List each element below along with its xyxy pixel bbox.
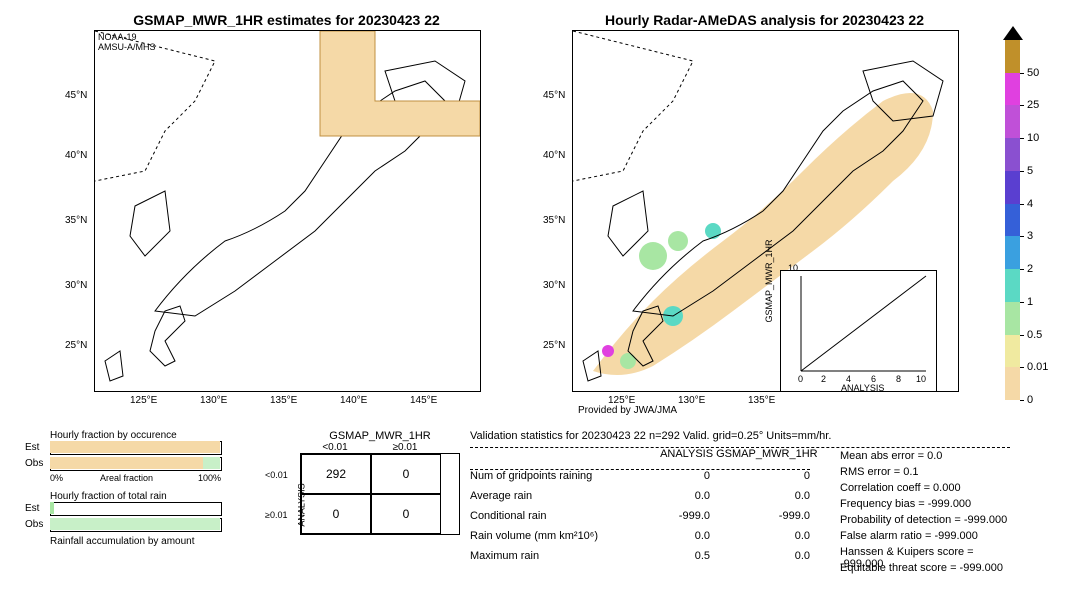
right-map-title: Hourly Radar-AMeDAS analysis for 2023042…: [572, 12, 957, 28]
colorbar: 00.010.512345102550: [1005, 40, 1060, 420]
scatter-inset: ANALYSIS GSMAP_MWR_1HR 0 2 4 6 8 10 10: [780, 270, 937, 392]
confusion-matrix: GSMAP_MWR_1HR <0.01 ≥0.01 292 0 0 0 ANAL…: [300, 430, 460, 535]
left-map: [94, 30, 481, 392]
left-map-title: GSMAP_MWR_1HR estimates for 20230423 22: [94, 12, 479, 28]
provided-label: Provided by JWA/JMA: [578, 405, 677, 416]
occurrence-bars: Hourly fraction by occurence Est Obs 0% …: [50, 430, 250, 547]
validation-stats: Validation statistics for 20230423 22 n=…: [470, 430, 1020, 570]
satellite-label: NOAA-19 AMSU-A/MHS: [98, 32, 156, 52]
